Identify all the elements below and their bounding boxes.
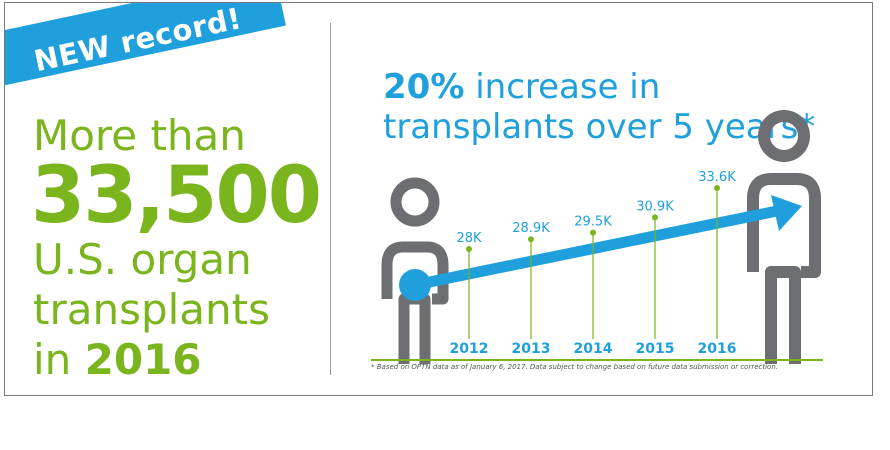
year-label-2016: 2016 bbox=[698, 341, 737, 357]
transplants-label: transplants bbox=[33, 285, 271, 334]
transplant-count: 33,500 bbox=[31, 151, 322, 241]
trend-arrow bbox=[399, 195, 802, 301]
headline-line1: 20% increase in bbox=[383, 67, 660, 107]
value-label-2014: 29.5K bbox=[574, 215, 612, 230]
value-label-2015: 30.9K bbox=[636, 199, 674, 214]
divider-line bbox=[330, 23, 331, 375]
headline-increase: increase in bbox=[464, 67, 661, 107]
value-label-2016: 33.6K bbox=[698, 170, 736, 185]
infographic-frame: NEW record! More than 33,500 U.S. organ … bbox=[4, 2, 873, 396]
headline-line2: transplants over 5 years* bbox=[383, 107, 816, 147]
in-prefix: in bbox=[33, 335, 85, 384]
us-organ-label: U.S. organ bbox=[33, 235, 252, 284]
data-point-2012 bbox=[466, 246, 472, 252]
data-point-2016 bbox=[714, 185, 720, 191]
year-label-2015: 2015 bbox=[636, 341, 675, 357]
year-label-2014: 2014 bbox=[574, 341, 613, 357]
in-year-label: in 2016 bbox=[33, 335, 202, 384]
more-than-label: More than bbox=[33, 111, 246, 160]
year-label-2013: 2013 bbox=[512, 341, 551, 357]
record-year: 2016 bbox=[84, 335, 202, 384]
footnote: * Based on OPTN data as of January 6, 20… bbox=[371, 363, 779, 371]
data-point-2015 bbox=[652, 214, 658, 221]
data-point-2014 bbox=[590, 229, 596, 236]
data-point-2013 bbox=[528, 236, 534, 243]
value-label-2013: 28.9K bbox=[512, 221, 550, 236]
value-label-2012: 28K bbox=[456, 231, 482, 246]
transplant-chart: 28K 2012 28.9K 2013 29.5K 2014 30.9K 2015 33.6K 2… bbox=[371, 110, 823, 364]
right-person-icon bbox=[747, 110, 821, 364]
headline-percent: 20% bbox=[383, 67, 465, 107]
year-label-2012: 2012 bbox=[450, 341, 489, 357]
